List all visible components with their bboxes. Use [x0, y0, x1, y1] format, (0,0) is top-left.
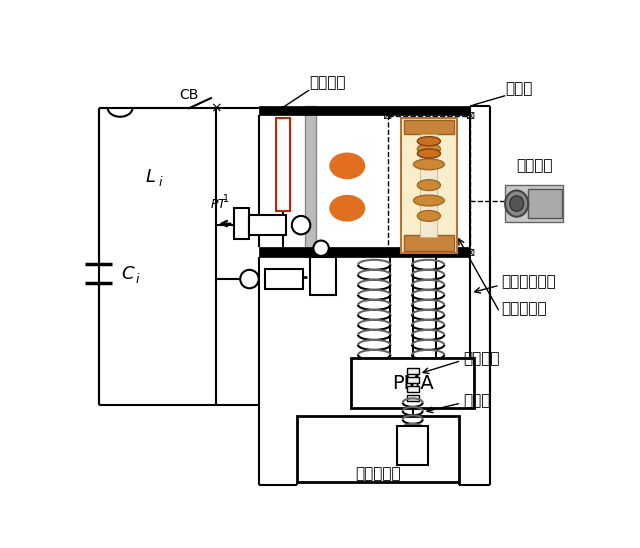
Text: 位移传感器: 位移传感器	[355, 466, 401, 481]
Bar	[505, 185, 563, 222]
Ellipse shape	[417, 180, 440, 191]
Bar	[259, 106, 470, 115]
Text: $CT$: $CT$	[275, 272, 294, 286]
Text: $PT$: $PT$	[210, 198, 228, 211]
Ellipse shape	[509, 196, 524, 212]
Bar	[265, 269, 303, 289]
Text: $C$: $C$	[120, 265, 135, 283]
Text: 超程簧: 超程簧	[463, 393, 490, 408]
Bar	[406, 377, 419, 383]
Bar	[259, 247, 470, 256]
Bar	[404, 119, 454, 134]
Ellipse shape	[292, 216, 310, 235]
Bar	[406, 395, 419, 402]
Ellipse shape	[413, 159, 444, 170]
Bar	[406, 386, 419, 392]
Text: $CT$: $CT$	[259, 219, 278, 232]
Text: ⊠: ⊠	[466, 248, 475, 258]
Ellipse shape	[413, 195, 444, 206]
Text: 出线端: 出线端	[505, 81, 532, 96]
Text: 高速相机: 高速相机	[516, 158, 553, 173]
Text: $CT$: $CT$	[312, 264, 330, 276]
Text: 真空灯弧室: 真空灯弧室	[501, 301, 547, 316]
Text: $L$: $L$	[145, 168, 156, 186]
Ellipse shape	[417, 136, 440, 146]
Ellipse shape	[330, 153, 364, 178]
Bar	[401, 118, 456, 253]
Bar	[420, 134, 437, 237]
Bar	[234, 208, 250, 239]
Bar	[297, 416, 459, 482]
Text: PMA: PMA	[392, 374, 433, 393]
Text: 绣缘拉杆: 绣缘拉杆	[463, 351, 499, 366]
Text: 赫姆霍兹线圈: 赫姆霍兹线圈	[501, 274, 556, 289]
Ellipse shape	[314, 241, 329, 256]
Bar	[351, 358, 474, 408]
Ellipse shape	[330, 196, 364, 220]
Ellipse shape	[417, 144, 440, 155]
Text: ×: ×	[211, 101, 222, 115]
Text: 1: 1	[223, 194, 230, 204]
Bar	[388, 116, 470, 253]
Text: 并联电阵: 并联电阵	[310, 75, 346, 90]
Text: ⊠: ⊠	[383, 111, 393, 121]
Ellipse shape	[417, 149, 440, 158]
Text: ⊠: ⊠	[466, 111, 475, 121]
Text: 2: 2	[293, 279, 300, 289]
Text: i: i	[158, 176, 162, 189]
Bar	[310, 256, 336, 295]
Ellipse shape	[505, 191, 528, 216]
Ellipse shape	[417, 210, 440, 221]
Ellipse shape	[240, 270, 259, 288]
Text: ⊠: ⊠	[383, 248, 393, 258]
Bar	[397, 426, 428, 465]
Bar	[276, 118, 291, 210]
Bar	[528, 189, 562, 218]
Text: i: i	[135, 272, 139, 286]
Bar	[305, 106, 316, 256]
Text: CB: CB	[180, 88, 199, 102]
Bar	[406, 368, 419, 374]
Bar	[404, 235, 454, 250]
Text: 3: 3	[327, 270, 333, 279]
Text: 1: 1	[277, 225, 284, 235]
Bar	[250, 215, 287, 235]
